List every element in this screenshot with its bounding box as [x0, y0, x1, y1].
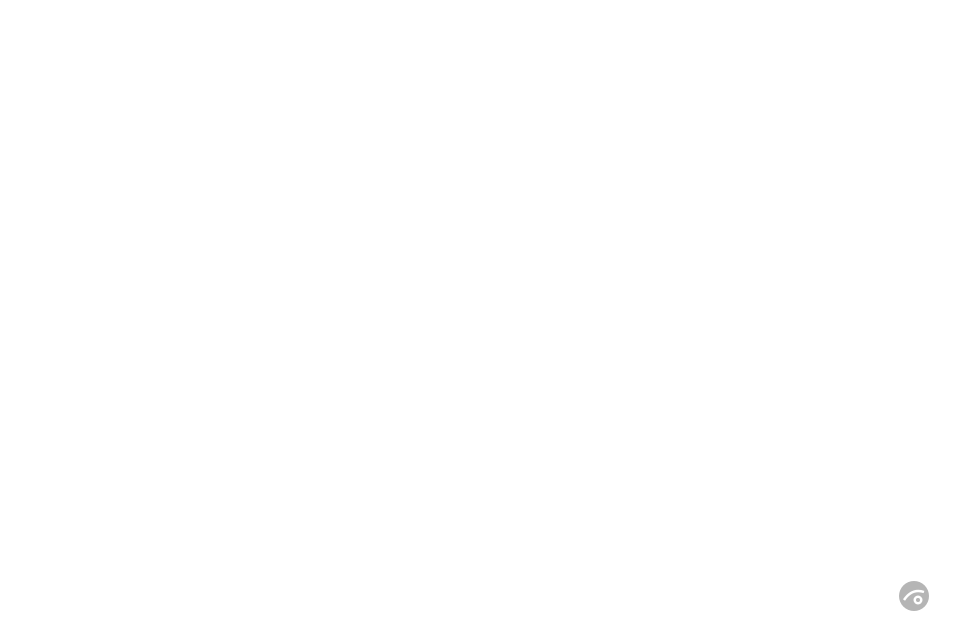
footer-divider-line	[40, 629, 932, 632]
dual-axis-line-chart	[28, 48, 948, 518]
watermark	[898, 580, 940, 612]
watermark-logo-icon	[899, 581, 929, 611]
chart-canvas	[28, 48, 948, 518]
orange-line-swatch-icon	[519, 540, 557, 544]
legend-item-geopolitical-index	[401, 540, 449, 544]
blue-line-swatch-icon	[401, 540, 439, 544]
legend-item-shfe-silver	[519, 540, 567, 544]
chart-legend	[0, 540, 968, 544]
title-divider-line	[40, 34, 932, 37]
